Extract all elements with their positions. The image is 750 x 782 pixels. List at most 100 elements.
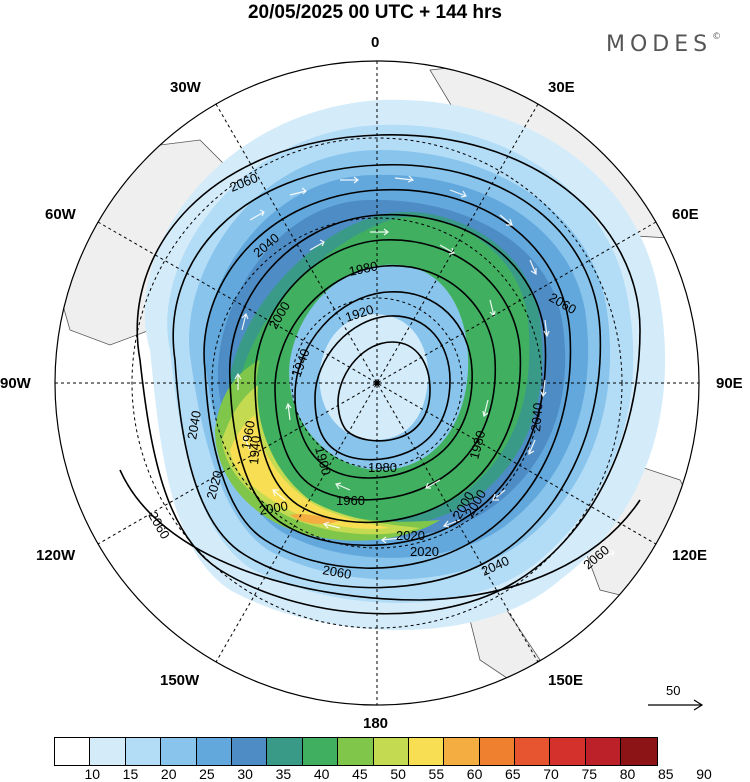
wind-arrow: [309, 239, 325, 251]
colorbar-swatch: [408, 738, 445, 765]
wind-band-60: [230, 415, 390, 529]
wind-core-calm: [319, 314, 429, 440]
contour-label: 1900: [312, 445, 334, 477]
wind-arrow: [543, 319, 550, 338]
meridian-150: [215, 103, 539, 663]
graticule: [55, 61, 699, 705]
wind-arrow: [499, 214, 513, 226]
colorbar-swatch: [373, 738, 409, 765]
colorbar-tick-label: 60: [466, 766, 483, 782]
colorbar-tick-label: 50: [390, 766, 406, 782]
wind-arrow: [559, 582, 575, 591]
reference-vector-arrow: [648, 699, 704, 711]
wind-arrow: [322, 521, 341, 529]
meridian-60: [97, 221, 657, 545]
colorbar-swatch: [161, 738, 197, 765]
wind-arrow: [340, 176, 359, 184]
wind-arrow: [243, 434, 251, 451]
colorbar-tick-label: 20: [160, 766, 177, 782]
colorbar-swatch: [125, 738, 162, 765]
wind-arrow: [482, 399, 489, 418]
contour-1920: [314, 315, 451, 461]
lon-label-30w: 30W: [170, 79, 201, 96]
contour-label: 1960: [238, 419, 258, 450]
wind-arrow: [540, 379, 547, 398]
colorbar-tick-label: 65: [505, 766, 521, 782]
contour-label: 2020: [410, 544, 439, 559]
colorbar-swatch: [55, 738, 91, 765]
wind-arrow: [439, 244, 455, 255]
lon-label-90e: 90E: [716, 375, 743, 392]
colorbar-tick-label: 40: [313, 766, 330, 782]
wind-arrow: [381, 536, 401, 544]
colorbar-tick-label: 10: [84, 766, 101, 782]
colorbar-swatch: [479, 738, 516, 765]
lon-label-150w: 150W: [160, 672, 200, 689]
contour-1960: [274, 265, 497, 501]
colorbar-tick-label: 30: [237, 766, 253, 782]
wind-arrow: [449, 189, 467, 198]
colorbar-swatch: [515, 738, 551, 765]
colorbar-tick-label: 75: [581, 766, 598, 782]
contour-2020: [203, 189, 572, 569]
wind-arrow: [272, 489, 286, 501]
lon-label-60w: 60W: [45, 206, 76, 223]
contour-label: 2000: [258, 498, 289, 518]
colorbar-swatch: [585, 738, 622, 765]
colorbar-swatch: [196, 738, 232, 765]
colorbar-tick-label: 25: [199, 766, 215, 782]
wind-arrow: [394, 175, 415, 183]
colorbar-swatch: [621, 738, 657, 765]
lon-label-0: 0: [371, 34, 380, 51]
lon-label-150e: 150E: [548, 672, 584, 689]
brand-logo: MODES©: [606, 32, 722, 57]
contour-1980: [254, 239, 522, 524]
meridian-120: [97, 221, 657, 545]
colorbar-tick-label: 15: [122, 766, 139, 782]
colorbar-swatch: [267, 738, 303, 765]
lon-label-30e: 30E: [548, 79, 575, 96]
wind-arrow: [285, 402, 292, 421]
wind-arrow: [599, 549, 615, 561]
reference-vector-label: 50: [666, 683, 681, 698]
colorbar-tick-label: 80: [619, 766, 636, 782]
colorbar-tick-label: 85: [657, 766, 674, 782]
contour-label: 1980: [466, 429, 488, 461]
colorbar-swatch: [90, 738, 126, 765]
contour-label: 2020: [396, 528, 425, 543]
contour-label: 2060: [145, 509, 172, 542]
wind-arrow: [442, 519, 461, 528]
wind-arrow: [425, 479, 441, 489]
contour-label: 1980: [348, 258, 379, 279]
contour-1940: [294, 291, 473, 479]
colorbar-tick-label: 35: [275, 766, 292, 782]
colorbar-swatch: [302, 738, 339, 765]
colorbar-swatch: [338, 738, 374, 765]
wind-arrow: [528, 439, 536, 456]
contour-label: 1960: [336, 493, 365, 508]
colorbar-tick-label: 55: [428, 766, 445, 782]
contour-label: 1980: [368, 460, 397, 475]
wind-arrow: [289, 187, 307, 196]
colorbar-tick-label: 90: [696, 766, 712, 782]
lon-label-120w: 120W: [36, 547, 76, 564]
colorbar: [54, 737, 658, 766]
lon-label-180: 180: [363, 715, 389, 732]
colorbar-swatch: [444, 738, 480, 765]
contour-label: 1940: [246, 435, 263, 465]
chart-title: 20/05/2025 00 UTC + 144 hrs: [247, 2, 503, 23]
wind-arrow: [335, 482, 351, 491]
wind-arrow: [249, 209, 265, 221]
colorbar-ticks: 10 15 20 25 30 35 40 45 50 55 60 65 70 75 80 85 90: [54, 766, 711, 782]
wind-arrow: [234, 372, 242, 390]
contour-label: 2060: [321, 562, 352, 582]
wind-vectors: [234, 175, 615, 591]
wind-band-65: [290, 513, 340, 525]
colorbar-swatches: [54, 737, 658, 766]
colorbar-swatch: [550, 738, 586, 765]
contour-2060-south: [119, 469, 641, 601]
colorbar-tick-label: 70: [543, 766, 559, 782]
wind-arrow: [241, 312, 249, 331]
contour-2000: [229, 213, 547, 547]
map-boundary: [54, 60, 700, 706]
